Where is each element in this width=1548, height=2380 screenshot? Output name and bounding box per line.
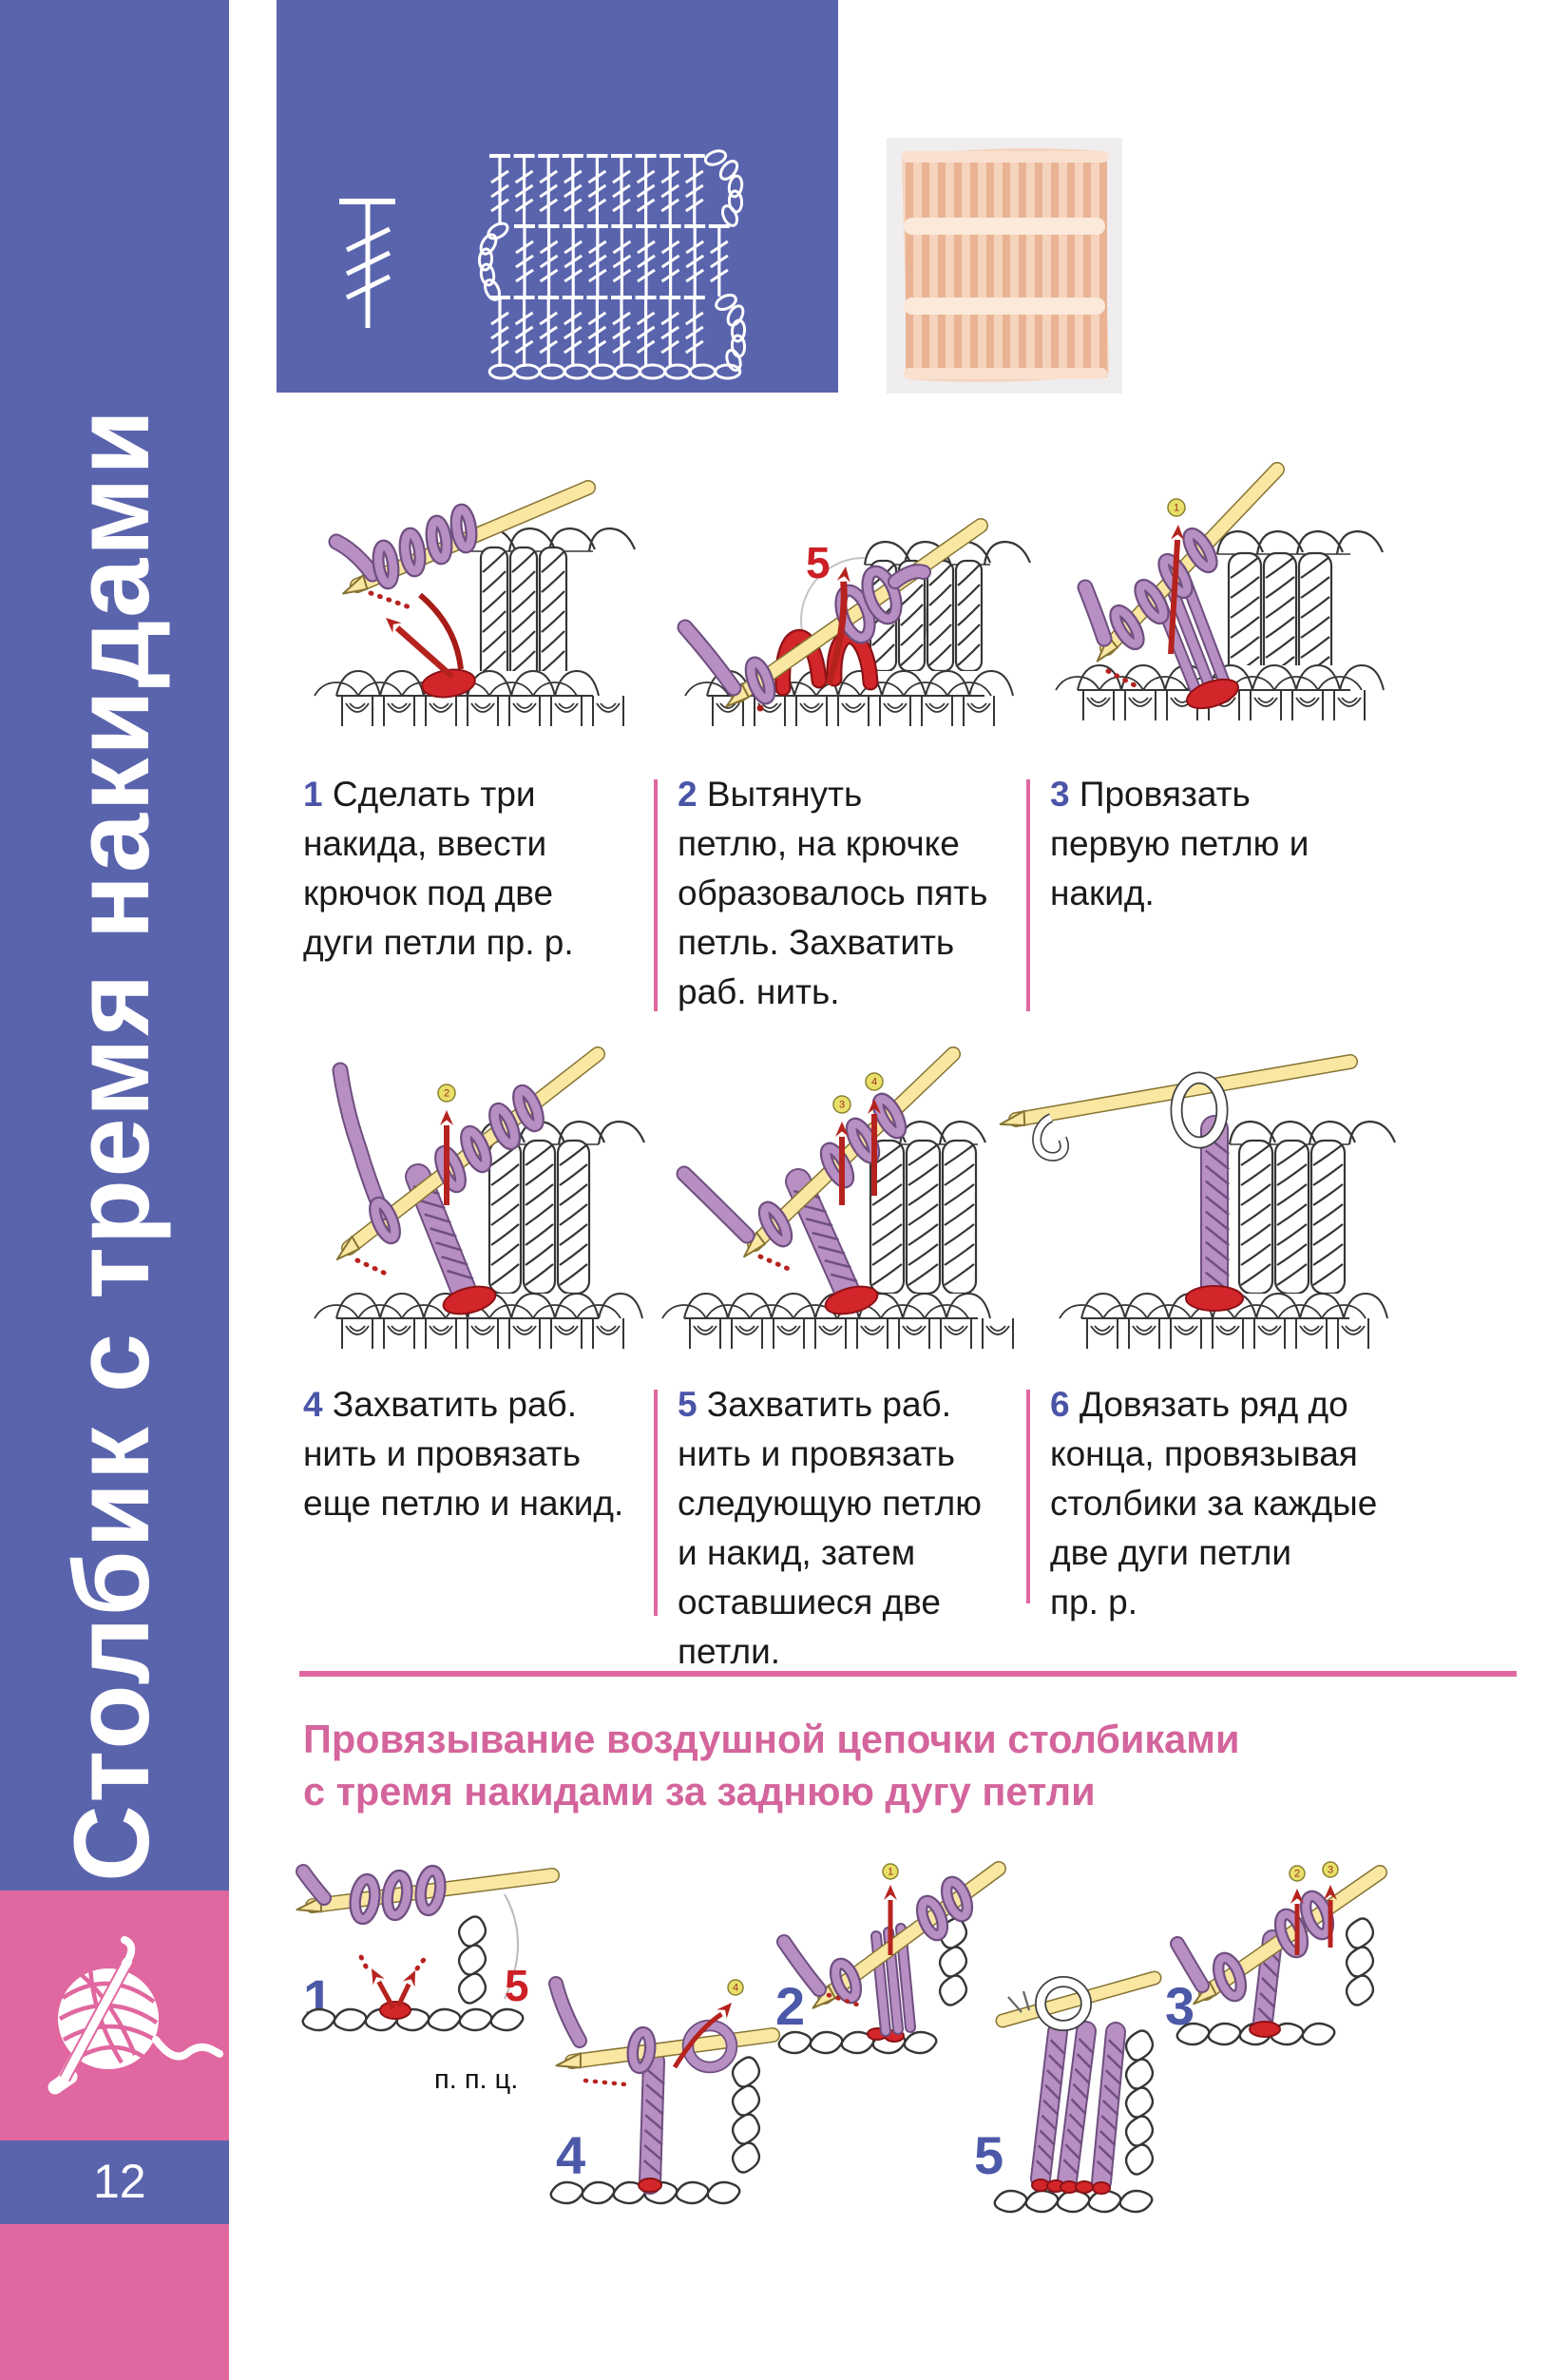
- svg-text:4: 4: [733, 1983, 738, 1994]
- svg-text:3: 3: [839, 1100, 845, 1111]
- svg-text:3: 3: [1328, 1865, 1333, 1876]
- svg-text:2: 2: [444, 1088, 449, 1100]
- svg-text:4: 4: [871, 1077, 877, 1088]
- svg-text:5: 5: [505, 1961, 529, 2010]
- svg-text:1: 1: [888, 1867, 893, 1878]
- svg-text:5: 5: [806, 538, 831, 587]
- svg-text:1: 1: [1174, 503, 1179, 514]
- svg-text:2: 2: [1294, 1869, 1300, 1880]
